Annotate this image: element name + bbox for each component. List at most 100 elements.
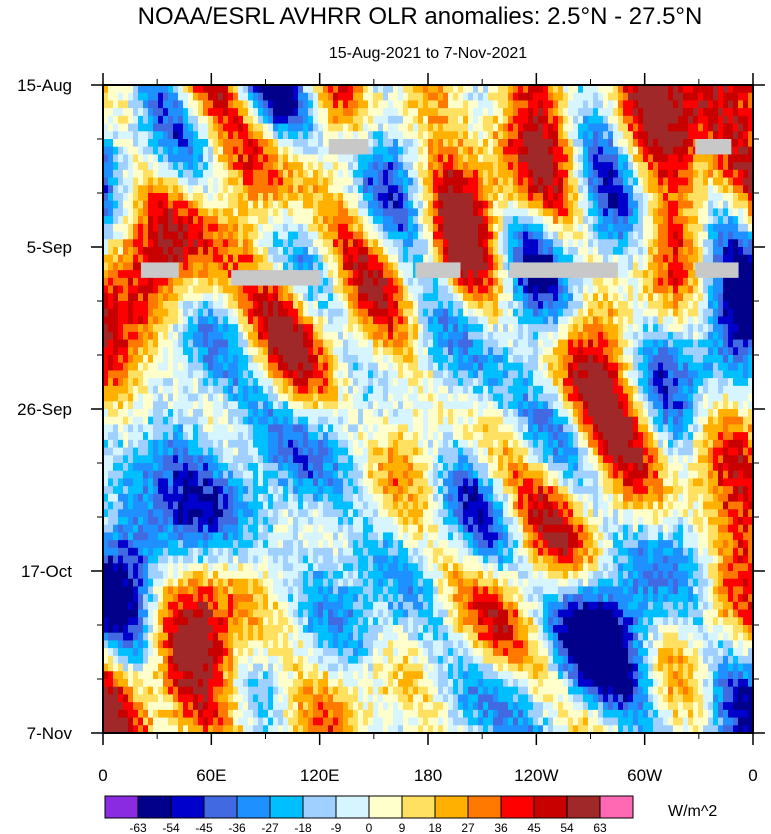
heatmap-cell	[513, 277, 519, 287]
heatmap-cell	[633, 355, 639, 364]
heatmap-cell	[703, 355, 709, 364]
heatmap-cell	[418, 355, 424, 364]
heatmap-cell	[673, 277, 679, 287]
heatmap-cell	[203, 355, 209, 364]
heatmap-cell	[628, 108, 634, 117]
heatmap-cell	[558, 355, 564, 364]
heatmap-cell	[678, 331, 684, 341]
heatmap-cell	[223, 193, 229, 202]
heatmap-cell	[513, 200, 519, 210]
heatmap-cell	[113, 339, 119, 348]
heatmap-cell	[433, 92, 439, 102]
heatmap-cell	[313, 370, 319, 379]
heatmap-cell	[618, 308, 624, 318]
heatmap-cell	[663, 316, 669, 325]
heatmap-cell	[433, 216, 439, 225]
heatmap-cell	[278, 239, 284, 248]
heatmap-cell	[293, 100, 299, 109]
heatmap-cell	[288, 92, 294, 102]
heatmap-cell	[593, 285, 599, 294]
heatmap-cell	[193, 200, 199, 210]
heatmap-cell	[528, 208, 534, 217]
heatmap-cell	[103, 154, 109, 163]
heatmap-cell	[328, 115, 334, 125]
heatmap-cell	[488, 301, 494, 310]
heatmap-cell	[298, 308, 304, 318]
heatmap-cell	[668, 92, 674, 102]
heatmap-cell	[623, 231, 629, 240]
heatmap-cell	[363, 223, 369, 233]
heatmap-cell	[178, 331, 184, 341]
heatmap-cell	[608, 92, 614, 102]
heatmap-cell	[258, 185, 264, 194]
heatmap-cell	[738, 370, 744, 379]
heatmap-cell	[583, 362, 589, 372]
heatmap-cell	[203, 123, 209, 132]
heatmap-cell	[328, 355, 334, 364]
heatmap-cell	[368, 154, 374, 163]
heatmap-cell	[333, 123, 339, 132]
heatmap-cell	[283, 200, 289, 210]
heatmap-cell	[478, 308, 484, 318]
heatmap-cell	[298, 108, 304, 117]
heatmap-cell	[733, 177, 739, 186]
heatmap-cell	[643, 370, 649, 379]
heatmap-cell	[438, 285, 444, 294]
heatmap-cell	[703, 362, 709, 372]
heatmap-cell	[558, 139, 564, 148]
heatmap-cell	[653, 293, 659, 302]
heatmap-cell	[648, 146, 654, 156]
heatmap-cell	[263, 331, 269, 341]
heatmap-cell	[218, 378, 224, 387]
heatmap-cell	[328, 185, 334, 194]
heatmap-cell	[153, 285, 159, 294]
heatmap-cell	[313, 347, 319, 356]
heatmap-cell	[533, 293, 539, 302]
heatmap-cell	[533, 285, 539, 294]
heatmap-cell	[308, 85, 314, 94]
heatmap-cell	[718, 355, 724, 364]
heatmap-cell	[748, 355, 753, 364]
heatmap-cell	[213, 177, 219, 186]
heatmap-cell	[203, 277, 209, 287]
heatmap-cell	[418, 308, 424, 318]
heatmap-cell	[688, 100, 694, 109]
heatmap-cell	[328, 169, 334, 179]
heatmap-cell	[668, 301, 674, 310]
heatmap-cell	[148, 339, 154, 348]
heatmap-cell	[233, 154, 239, 163]
heatmap-cell	[148, 293, 154, 302]
heatmap-cell	[318, 316, 324, 325]
heatmap-cell	[673, 308, 679, 318]
heatmap-cell	[348, 123, 354, 132]
heatmap-cell	[563, 154, 569, 163]
heatmap-cell	[473, 139, 479, 148]
heatmap-cell	[633, 331, 639, 341]
heatmap-cell	[548, 331, 554, 341]
heatmap-cell	[233, 92, 239, 102]
heatmap-cell	[458, 293, 464, 302]
heatmap-cell	[148, 316, 154, 325]
heatmap-cell	[363, 208, 369, 217]
heatmap-cell	[108, 247, 114, 256]
heatmap-cell	[148, 85, 154, 94]
heatmap-cell	[458, 139, 464, 148]
heatmap-cell	[263, 347, 269, 356]
heatmap-cell	[118, 285, 124, 294]
heatmap-cell	[303, 339, 309, 348]
heatmap-cell	[113, 262, 119, 271]
heatmap-cell	[203, 362, 209, 372]
heatmap-cell	[218, 285, 224, 294]
heatmap-cell	[668, 331, 674, 341]
heatmap-cell	[253, 208, 259, 217]
heatmap-cell	[633, 254, 639, 264]
heatmap-cell	[278, 139, 284, 148]
heatmap-cell	[268, 223, 274, 233]
heatmap-cell	[453, 154, 459, 163]
heatmap-cell	[103, 347, 109, 356]
heatmap-cell	[518, 355, 524, 364]
heatmap-cell	[703, 308, 709, 318]
heatmap-cell	[408, 254, 414, 264]
heatmap-cell	[388, 193, 394, 202]
heatmap-cell	[728, 285, 734, 294]
